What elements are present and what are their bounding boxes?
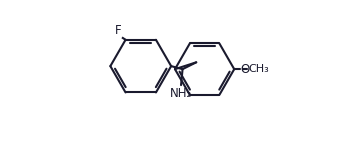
Text: CH₃: CH₃ xyxy=(249,64,269,74)
Text: O: O xyxy=(241,63,250,76)
Text: F: F xyxy=(115,24,122,37)
Text: NH₂: NH₂ xyxy=(170,87,192,100)
